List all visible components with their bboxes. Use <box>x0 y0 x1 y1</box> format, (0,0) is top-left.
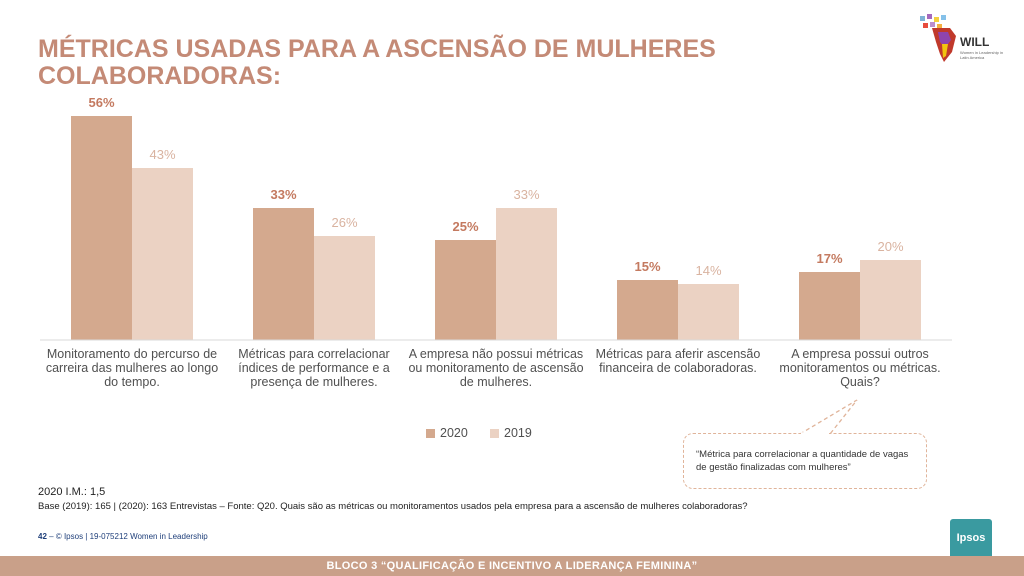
value-label-2020-2: 25% <box>452 219 478 234</box>
value-label-2019-1: 26% <box>331 215 357 230</box>
bar-2019-0 <box>132 168 193 340</box>
bar-2020-3 <box>617 280 678 340</box>
bar-2020-1 <box>253 208 314 340</box>
section-bar-text: BLOCO 3 “QUALIFICAÇÃO E INCENTIVO A LIDE… <box>326 560 698 572</box>
footer: 42 – © Ipsos | 19-075212 Women in Leader… <box>38 532 208 541</box>
legend-2019: 2019 <box>490 426 532 440</box>
quote-callout: “Métrica para correlacionar a quantidade… <box>683 433 927 489</box>
category-label-4: A empresa possui outros monitoramentos o… <box>779 347 941 389</box>
category-label-1: Métricas para correlacionar índices de p… <box>238 347 390 389</box>
bar-2020-4 <box>799 272 860 340</box>
base-note: Base (2019): 165 | (2020): 163 Entrevist… <box>38 501 748 512</box>
value-label-2019-2: 33% <box>513 187 539 202</box>
value-label-2019-4: 20% <box>877 239 903 254</box>
will-logo-text: WILL <box>960 35 990 49</box>
slide-title: MÉTRICAS USADAS PARA A ASCENSÃO DE MULHE… <box>38 35 716 90</box>
value-label-2019-0: 43% <box>149 147 175 162</box>
bar-2019-3 <box>678 284 739 340</box>
will-logo-subtitle: Women in Leadership in Latin America <box>960 50 1004 60</box>
legend-2020-swatch <box>426 428 435 438</box>
bar-2020-2 <box>435 240 496 340</box>
footer-separator: – <box>49 532 54 541</box>
bar-2019-2 <box>496 208 557 340</box>
section-bar: BLOCO 3 “QUALIFICAÇÃO E INCENTIVO A LIDE… <box>0 556 1024 576</box>
will-logo-icon <box>920 14 956 62</box>
value-label-2020-4: 17% <box>816 251 842 266</box>
bar-2019-4 <box>860 260 921 340</box>
category-label-0: Monitoramento do percurso de carreira da… <box>45 347 219 389</box>
legend-2020-label: 2020 <box>440 426 468 440</box>
category-label-3: Métricas para aferir ascensão financeira… <box>595 347 761 375</box>
legend-2019-swatch <box>490 428 499 438</box>
value-label-2020-0: 56% <box>88 95 114 110</box>
page-number: 42 <box>38 532 47 541</box>
footer-text: © Ipsos | 19-075212 Women in Leadership <box>55 532 208 541</box>
legend-2020: 2020 <box>426 426 468 440</box>
bar-2020-0 <box>71 116 132 340</box>
legend-2019-label: 2019 <box>504 426 532 440</box>
value-label-2020-3: 15% <box>634 259 660 274</box>
im-note: 2020 I.M.: 1,5 <box>38 486 106 498</box>
value-label-2020-1: 33% <box>270 187 296 202</box>
value-label-2019-3: 14% <box>695 263 721 278</box>
ipsos-logo-icon: Ipsos <box>950 519 992 559</box>
ipsos-logo-text: Ipsos <box>956 532 986 544</box>
bar-2019-1 <box>314 236 375 340</box>
category-label-2: A empresa não possui métricas ou monitor… <box>408 347 584 389</box>
